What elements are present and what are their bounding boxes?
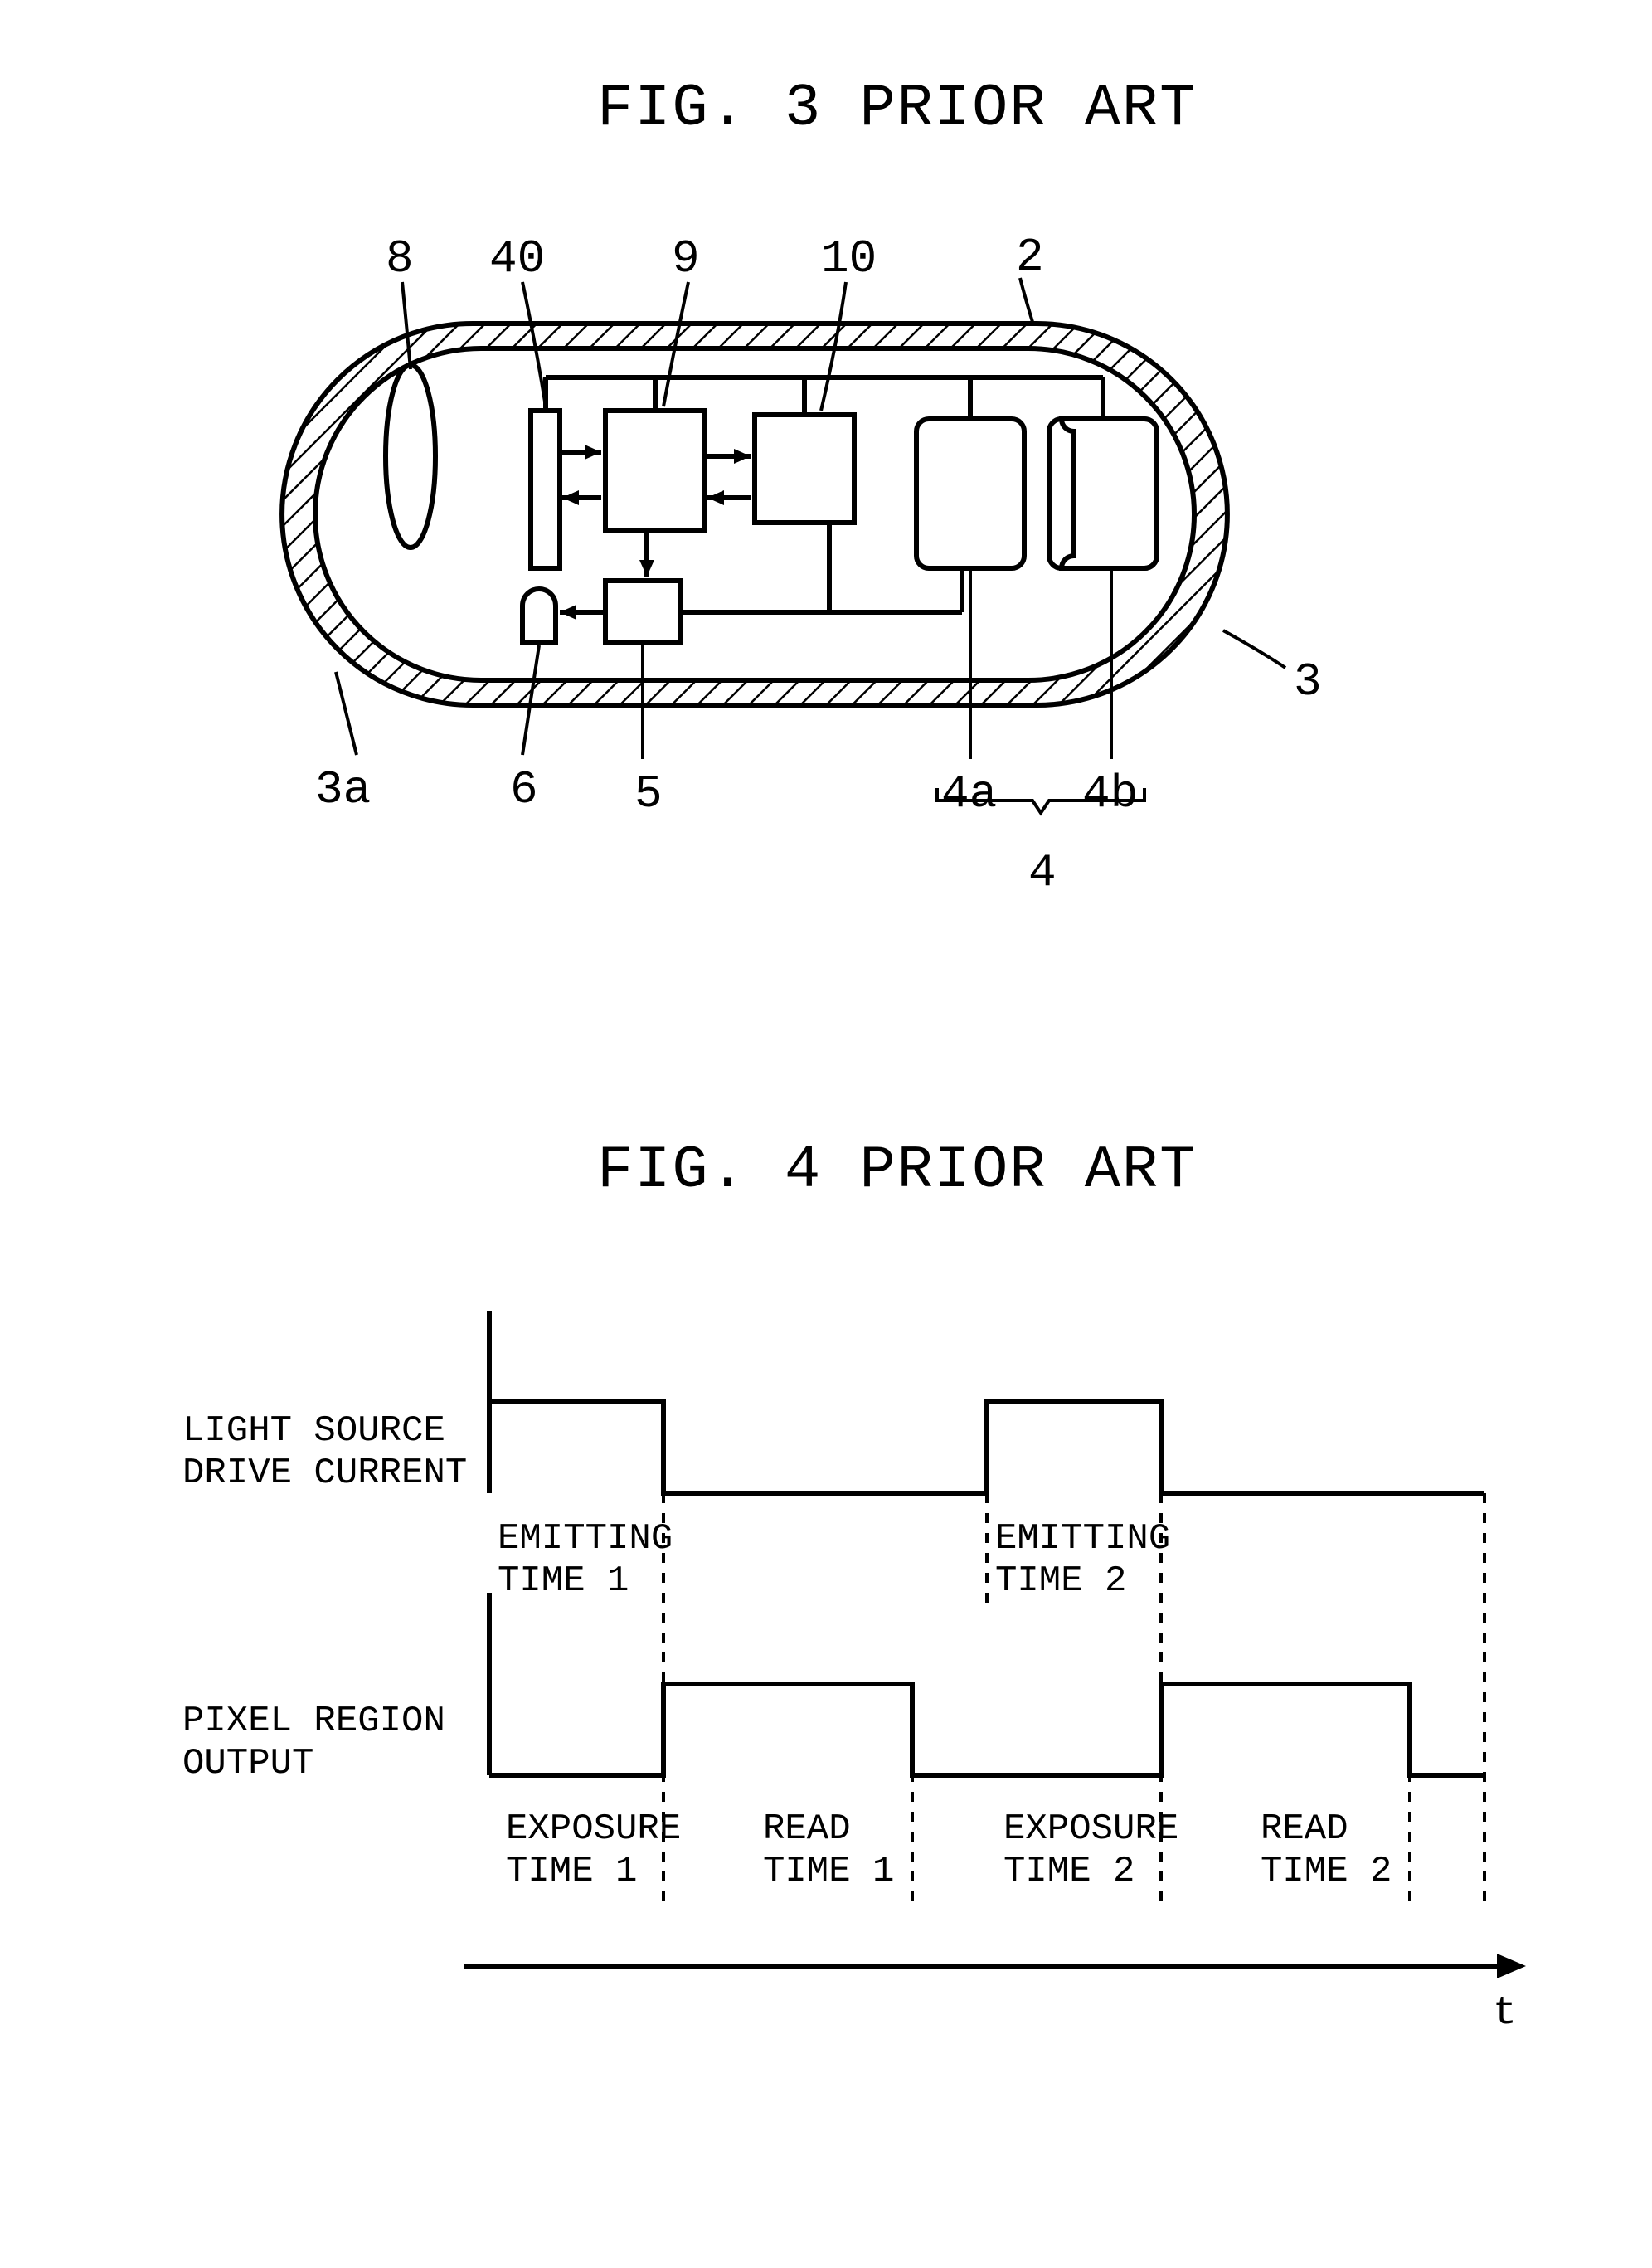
fig4-diagram: [83, 1278, 1576, 2107]
callout-6: 6: [510, 763, 538, 816]
callout-10: 10: [821, 232, 877, 285]
label-exp1: EXPOSURE TIME 1: [506, 1808, 681, 1892]
label-pixel-region: PIXEL REGION OUTPUT: [182, 1701, 445, 1784]
label-read2: READ TIME 2: [1261, 1808, 1392, 1892]
callout-2: 2: [1016, 231, 1044, 284]
label-emit2: EMITTING TIME 2: [995, 1518, 1170, 1602]
label-exp2: EXPOSURE TIME 2: [1003, 1808, 1178, 1892]
label-emit1: EMITTING TIME 1: [498, 1518, 673, 1602]
label-read1: READ TIME 1: [763, 1808, 894, 1892]
callout-3: 3: [1294, 655, 1322, 708]
callout-5: 5: [634, 767, 663, 820]
callout-4: 4: [1028, 846, 1057, 899]
fig3-diagram: [249, 249, 1410, 830]
fig4-title: FIG. 4 PRIOR ART: [597, 1136, 1197, 1205]
fig3-title: FIG. 3 PRIOR ART: [597, 75, 1197, 143]
callout-9: 9: [672, 232, 700, 285]
callout-40: 40: [489, 232, 545, 285]
callout-3a: 3a: [315, 763, 371, 816]
callout-4a: 4a: [941, 767, 997, 820]
callout-8: 8: [386, 232, 414, 285]
label-light-source: LIGHT SOURCE DRIVE CURRENT: [182, 1410, 467, 1494]
label-t-axis: t: [1493, 1991, 1517, 2036]
callout-4b: 4b: [1082, 767, 1138, 820]
